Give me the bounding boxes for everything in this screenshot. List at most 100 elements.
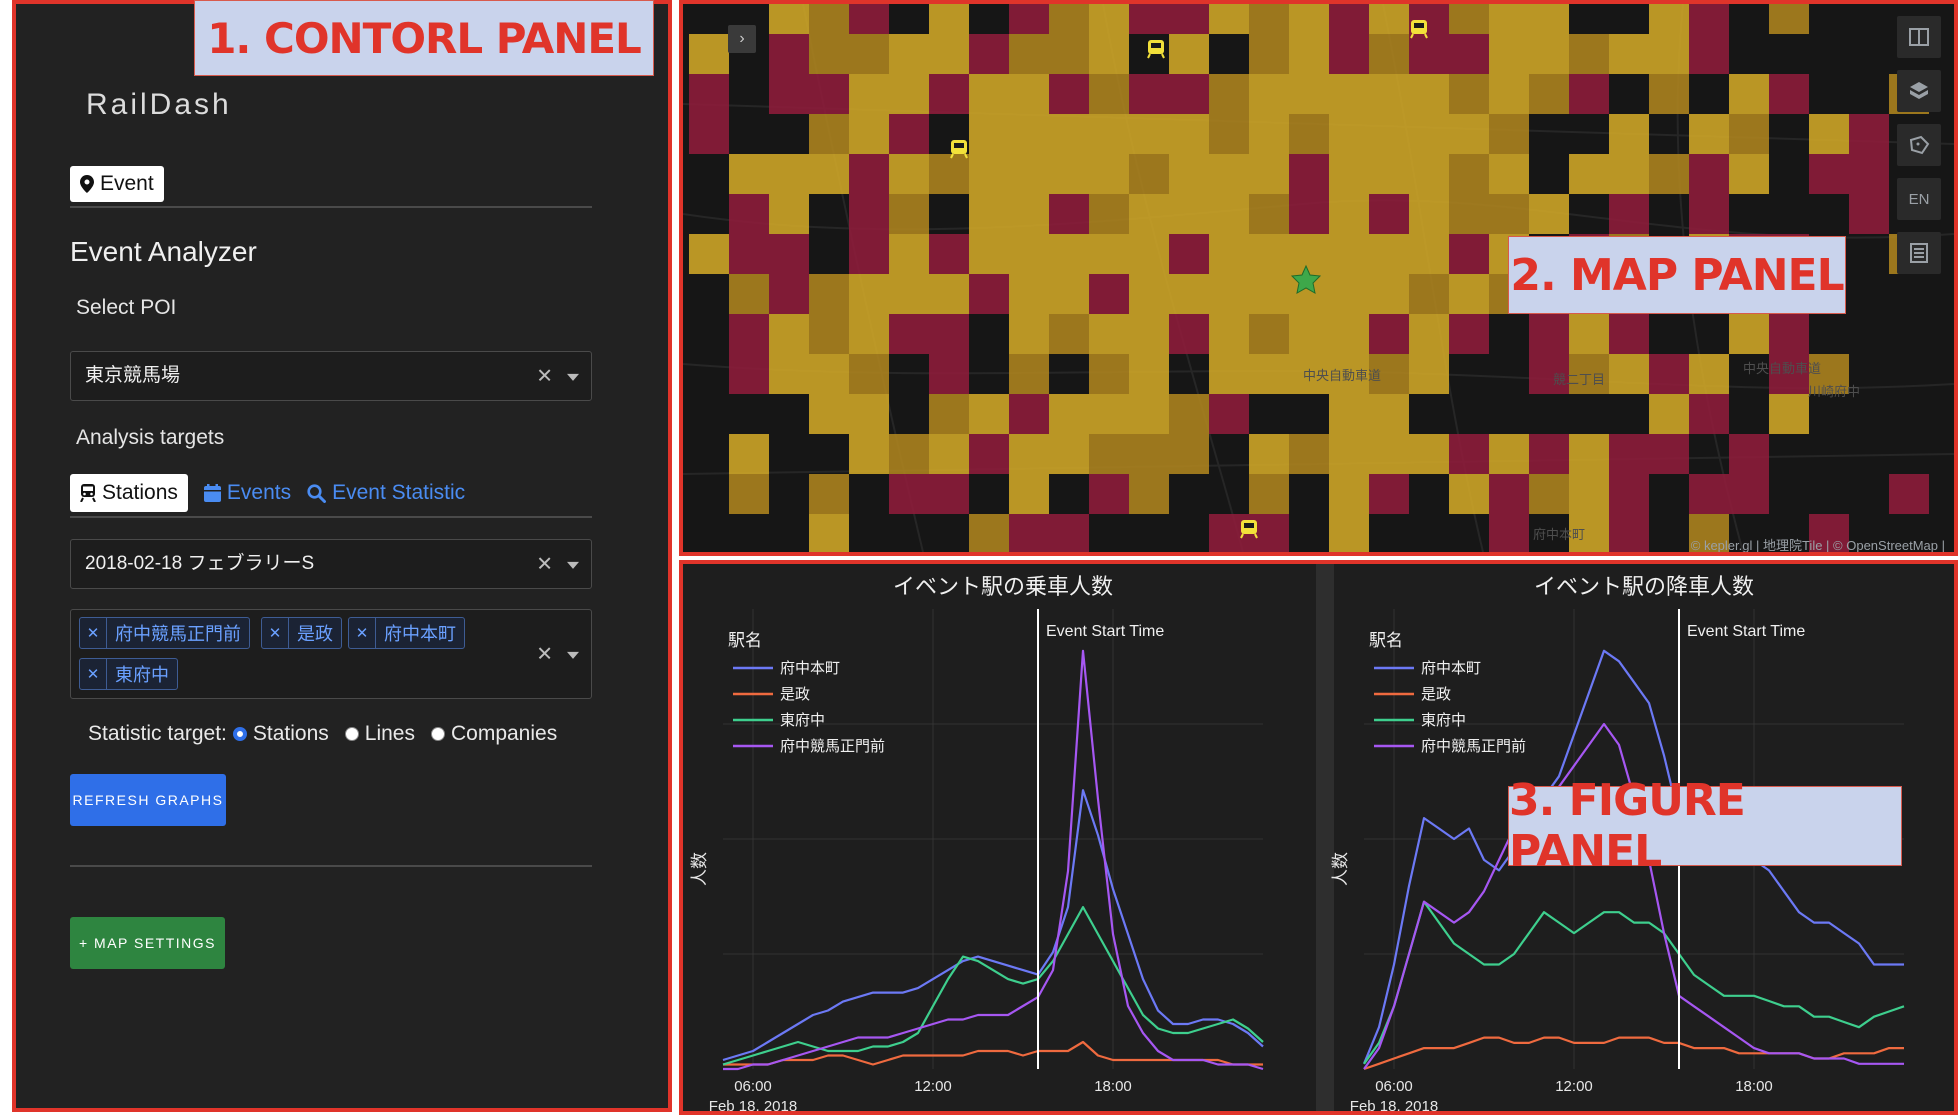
heat-cell xyxy=(1489,154,1529,194)
split-map-icon[interactable] xyxy=(1897,16,1941,58)
chevron-down-icon[interactable] xyxy=(567,373,579,381)
heat-cell xyxy=(1809,114,1849,154)
heat-cell xyxy=(1409,74,1449,114)
heat-cell xyxy=(969,34,1009,74)
expand-sidebar-icon[interactable]: › xyxy=(728,25,756,53)
heat-cell xyxy=(1089,274,1129,314)
event-select[interactable]: 2018-02-18 フェブラリーS ✕ xyxy=(70,539,592,589)
clear-icon[interactable]: ✕ xyxy=(536,553,553,576)
heat-cell xyxy=(1249,154,1289,194)
radio-companies[interactable] xyxy=(430,727,445,741)
heat-cell xyxy=(1649,354,1689,394)
heat-cell xyxy=(849,314,889,354)
heat-cell xyxy=(1889,474,1929,514)
heat-cell xyxy=(1689,194,1729,234)
legend-icon[interactable] xyxy=(1897,232,1941,274)
heat-cell xyxy=(969,194,1009,234)
radio-lines[interactable] xyxy=(344,727,359,741)
tab-stations[interactable]: Stations xyxy=(70,474,188,512)
refresh-graphs-button[interactable]: REFRESH GRAPHS xyxy=(70,774,226,826)
heat-cell xyxy=(1329,394,1369,434)
legend-entry[interactable]: 府中本町 xyxy=(1421,660,1481,677)
heat-cell xyxy=(769,314,809,354)
heat-cell xyxy=(1249,114,1289,154)
tab-stations-label: Stations xyxy=(102,481,178,504)
heat-cell xyxy=(1249,34,1289,74)
station-chip[interactable]: ✕ 府中本町 xyxy=(348,617,465,649)
heat-cell xyxy=(1129,434,1169,474)
heat-cell xyxy=(1009,114,1049,154)
heat-cell xyxy=(1369,394,1409,434)
heat-cell xyxy=(1249,274,1289,314)
poi-star-icon xyxy=(1290,264,1322,294)
heat-cell xyxy=(1489,4,1529,34)
heat-cell xyxy=(1089,74,1129,114)
legend-entry[interactable]: 是政 xyxy=(780,686,810,703)
heat-cell xyxy=(929,434,969,474)
remove-icon[interactable]: ✕ xyxy=(80,618,107,648)
legend-entry[interactable]: 府中競馬正門前 xyxy=(1421,738,1526,755)
legend-entry[interactable]: 是政 xyxy=(1421,686,1451,703)
heat-cell xyxy=(1129,4,1169,34)
heat-cell xyxy=(1289,354,1329,394)
poi-select[interactable]: 東京競馬場 ✕ xyxy=(70,351,592,401)
heat-cell xyxy=(769,354,809,394)
clear-icon[interactable]: ✕ xyxy=(536,365,553,388)
heat-cell xyxy=(1409,434,1449,474)
legend-entry[interactable]: 東府中 xyxy=(780,712,825,729)
map-settings-button[interactable]: + MAP SETTINGS xyxy=(70,917,225,969)
heat-cell xyxy=(1049,74,1089,114)
chevron-down-icon[interactable] xyxy=(567,561,579,569)
legend-entry[interactable]: 府中本町 xyxy=(780,660,840,677)
station-chip[interactable]: ✕ 是政 xyxy=(261,617,342,649)
heat-cell xyxy=(1489,194,1529,234)
station-marker-icon[interactable] xyxy=(1240,520,1258,539)
heat-cell xyxy=(1129,194,1169,234)
heat-cell xyxy=(1649,34,1689,74)
heat-cell xyxy=(929,354,969,394)
station-marker-icon[interactable] xyxy=(1410,20,1428,39)
map-canvas[interactable]: 中央自動車道 中央自動車道 川崎府中 競二丁目 府中本町 © kepler.gl… xyxy=(683,4,1954,552)
heat-cell xyxy=(1489,74,1529,114)
tab-event-statistic[interactable]: Event Statistic xyxy=(307,481,465,505)
remove-icon[interactable]: ✕ xyxy=(349,618,376,648)
y-axis-label: 人数 xyxy=(1331,852,1350,886)
heat-cell xyxy=(1769,74,1809,114)
station-chip[interactable]: ✕ 東府中 xyxy=(79,658,178,690)
heat-cell xyxy=(1049,394,1089,434)
draw-polygon-icon[interactable] xyxy=(1897,124,1941,166)
station-multiselect[interactable]: ✕ 府中競馬正門前 ✕ 是政 ✕ 府中本町 ✕ 東府中 ✕ xyxy=(70,609,592,699)
remove-icon[interactable]: ✕ xyxy=(80,659,107,689)
heat-cell xyxy=(1089,314,1129,354)
legend-entry[interactable]: 府中競馬正門前 xyxy=(780,738,885,755)
map-pin-icon xyxy=(80,175,94,193)
heat-cell xyxy=(1169,314,1209,354)
heat-cell xyxy=(1729,114,1769,154)
heat-cell xyxy=(1609,154,1649,194)
heat-cell xyxy=(1329,474,1369,514)
3d-view-icon[interactable] xyxy=(1897,70,1941,112)
station-chip[interactable]: ✕ 府中競馬正門前 xyxy=(79,617,250,649)
clear-icon[interactable]: ✕ xyxy=(536,643,553,666)
heat-cell xyxy=(1009,74,1049,114)
radio-stations[interactable] xyxy=(232,727,247,741)
station-marker-icon[interactable] xyxy=(950,140,968,159)
heat-cell xyxy=(1609,114,1649,154)
heat-cell xyxy=(1169,434,1209,474)
app-title: RailDash xyxy=(86,88,232,121)
heat-cell xyxy=(689,34,729,74)
tab-event[interactable]: Event xyxy=(70,166,164,202)
heat-cell xyxy=(889,194,929,234)
legend-entry[interactable]: 東府中 xyxy=(1421,712,1466,729)
remove-icon[interactable]: ✕ xyxy=(262,618,289,648)
language-button[interactable]: EN xyxy=(1897,178,1941,220)
heat-cell xyxy=(1329,114,1369,154)
tab-events[interactable]: Events xyxy=(203,481,291,505)
map-place-label: 川崎府中 xyxy=(1808,384,1860,399)
heat-cell xyxy=(1209,274,1249,314)
annotation-figure-panel: 3. FIGURE PANEL xyxy=(1508,775,1902,877)
chevron-down-icon[interactable] xyxy=(567,651,579,659)
heat-cell xyxy=(1289,194,1329,234)
station-marker-icon[interactable] xyxy=(1147,40,1165,59)
heat-cell xyxy=(1089,4,1129,34)
